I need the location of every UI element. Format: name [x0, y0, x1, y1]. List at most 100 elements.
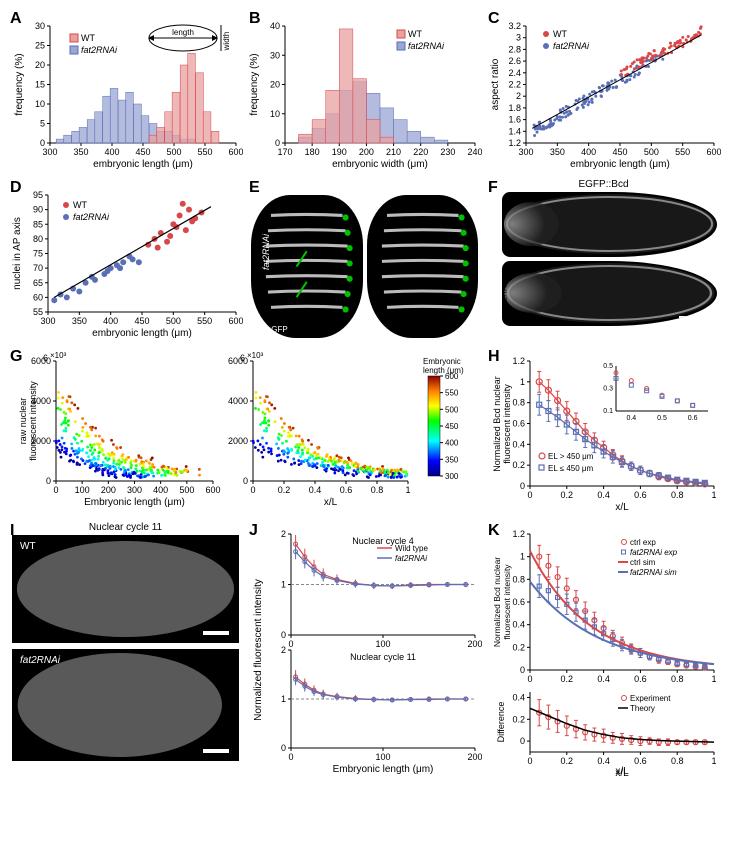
svg-text:200: 200: [359, 147, 374, 157]
svg-text:2.6: 2.6: [508, 56, 521, 66]
svg-text:0: 0: [275, 138, 280, 148]
svg-text:2: 2: [516, 91, 521, 101]
svg-text:frequency (%): frequency (%): [14, 53, 25, 115]
svg-text:1: 1: [520, 552, 525, 562]
svg-text:1: 1: [711, 674, 716, 684]
svg-text:WT: WT: [408, 29, 422, 39]
panel-I-wt-label: WT: [20, 541, 36, 552]
svg-text:180: 180: [305, 147, 320, 157]
panel-J: J 0100200012Nuclear cycle 40100200012Nuc…: [247, 520, 482, 780]
svg-text:fat2RNAi sim: fat2RNAi sim: [630, 568, 677, 577]
svg-text:0.2: 0.2: [512, 714, 525, 724]
svg-text:210: 210: [386, 147, 401, 157]
svg-text:0.6: 0.6: [340, 485, 353, 495]
panel-E-label: E: [249, 179, 260, 197]
svg-text:EL ≤ 450 μm: EL ≤ 450 μm: [548, 464, 594, 473]
svg-text:0: 0: [288, 752, 293, 762]
svg-text:15: 15: [35, 80, 45, 90]
svg-text:1: 1: [281, 580, 286, 590]
svg-text:30: 30: [270, 50, 280, 60]
svg-text:1.2: 1.2: [512, 356, 525, 366]
svg-text:190: 190: [332, 147, 347, 157]
svg-text:0.8: 0.8: [371, 485, 384, 495]
svg-text:0.6: 0.6: [688, 415, 698, 422]
svg-text:0: 0: [250, 485, 255, 495]
svg-text:60: 60: [33, 292, 43, 302]
svg-text:3.2: 3.2: [508, 21, 521, 31]
svg-text:240: 240: [467, 147, 482, 157]
svg-text:×10³: ×10³: [50, 351, 67, 360]
svg-text:65: 65: [33, 278, 43, 288]
svg-text:30: 30: [35, 21, 45, 31]
svg-text:fluorescent intensity: fluorescent intensity: [502, 384, 512, 464]
svg-text:aspect ratio: aspect ratio: [490, 58, 501, 110]
svg-text:fat2RNAi: fat2RNAi: [553, 41, 590, 51]
panel-A-chart: 300350400450500550600051015202530embryon…: [8, 8, 243, 173]
svg-text:1: 1: [711, 490, 716, 500]
svg-text:170: 170: [277, 147, 292, 157]
svg-text:embryonic length (μm): embryonic length (μm): [92, 328, 192, 339]
svg-text:400: 400: [153, 485, 168, 495]
svg-text:0.3: 0.3: [603, 386, 613, 393]
svg-text:500: 500: [166, 316, 181, 326]
svg-text:550: 550: [675, 147, 690, 157]
svg-text:embryonic width (μm): embryonic width (μm): [332, 159, 428, 170]
svg-text:Nuclear cycle 11: Nuclear cycle 11: [350, 652, 416, 662]
svg-text:70: 70: [33, 263, 43, 273]
svg-text:0.2: 0.2: [512, 642, 525, 652]
svg-text:0.4: 0.4: [512, 620, 525, 630]
svg-text:0.1: 0.1: [603, 408, 613, 415]
svg-text:80: 80: [33, 234, 43, 244]
svg-text:Embryonic length (μm): Embryonic length (μm): [84, 497, 185, 508]
svg-text:300: 300: [445, 472, 459, 481]
svg-text:fat2RNAi: fat2RNAi: [395, 554, 427, 563]
panel-I-scalebar-2: [203, 749, 229, 753]
svg-text:0: 0: [527, 756, 532, 766]
svg-text:200: 200: [467, 752, 482, 762]
panel-A-label: A: [10, 10, 22, 28]
panel-E-image-left: fat2RNAi En::GFP: [251, 195, 363, 338]
svg-text:300: 300: [40, 316, 55, 326]
svg-text:0.2: 0.2: [561, 756, 574, 766]
svg-text:embryonic length (μm): embryonic length (μm): [93, 159, 193, 170]
svg-text:x/L: x/L: [324, 497, 338, 508]
svg-text:WT: WT: [553, 29, 567, 39]
svg-text:6: 6: [240, 353, 245, 363]
panel-D-label: D: [10, 179, 22, 197]
svg-text:fluorescent intensity: fluorescent intensity: [28, 381, 38, 461]
panel-B-chart: 170180190200210220230240010203040embryon…: [247, 8, 482, 173]
svg-text:0.8: 0.8: [512, 574, 525, 584]
panel-I-label: I: [10, 522, 14, 540]
panel-I-image-wt: WT: [12, 535, 239, 643]
svg-text:embryonic length (μm): embryonic length (μm): [570, 159, 670, 170]
svg-text:10: 10: [270, 109, 280, 119]
svg-text:×10³: ×10³: [247, 351, 264, 360]
svg-text:0.8: 0.8: [671, 490, 684, 500]
svg-text:550: 550: [445, 389, 459, 398]
panel-J-chart: 0100200012Nuclear cycle 40100200012Nucle…: [247, 520, 482, 780]
svg-text:25: 25: [35, 41, 45, 51]
svg-text:Difference: Difference: [496, 702, 506, 743]
svg-text:350: 350: [73, 147, 88, 157]
svg-text:width: width: [222, 32, 231, 52]
svg-text:0: 0: [527, 490, 532, 500]
svg-text:fat2RNAi: fat2RNAi: [73, 212, 110, 222]
svg-text:2.2: 2.2: [508, 80, 521, 90]
svg-text:0.6: 0.6: [512, 419, 525, 429]
panel-E: E fat: [247, 177, 482, 342]
svg-text:10: 10: [35, 99, 45, 109]
svg-text:600: 600: [228, 147, 243, 157]
panel-K: K 00.20.40.60.8100.20.40.60.811.2Normali…: [486, 520, 721, 780]
svg-text:fat2RNAi: fat2RNAi: [408, 41, 445, 51]
panel-E-image-right: [367, 195, 479, 338]
svg-text:0: 0: [520, 736, 525, 746]
svg-text:90: 90: [33, 205, 43, 215]
svg-text:1: 1: [405, 485, 410, 495]
svg-text:500: 500: [644, 147, 659, 157]
svg-text:0.2: 0.2: [561, 490, 574, 500]
svg-text:100: 100: [375, 752, 390, 762]
svg-text:450: 450: [135, 147, 150, 157]
svg-text:75: 75: [33, 249, 43, 259]
svg-text:fat2RNAi exp: fat2RNAi exp: [630, 548, 678, 557]
panel-I-fat2-label: fat2RNAi: [20, 655, 60, 666]
